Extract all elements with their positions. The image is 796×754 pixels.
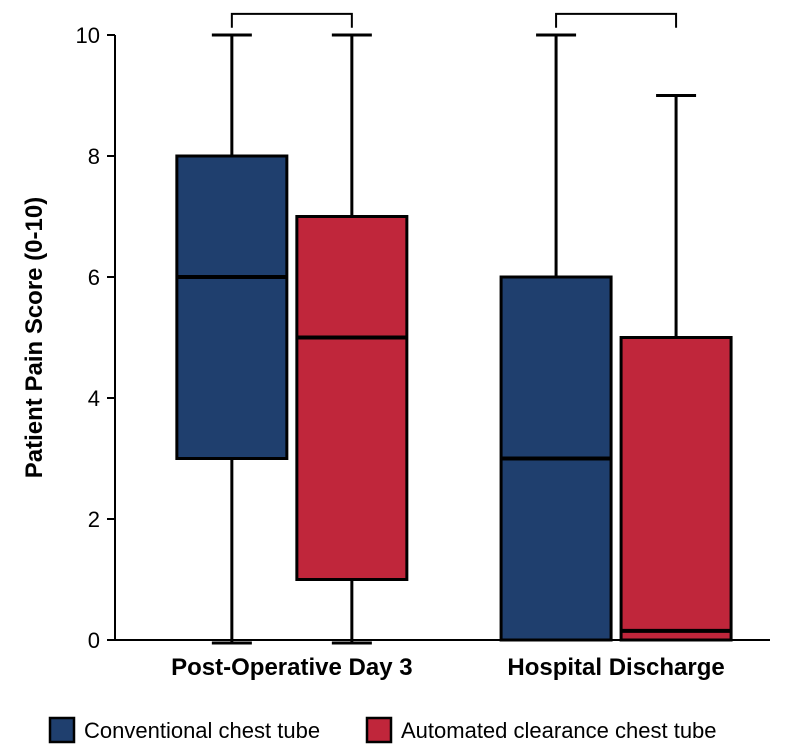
box-1 bbox=[297, 217, 407, 580]
legend-swatch-1 bbox=[367, 718, 391, 742]
y-tick-label: 2 bbox=[88, 507, 100, 532]
y-tick-label: 10 bbox=[76, 23, 100, 48]
x-group-label: Hospital Discharge bbox=[507, 654, 724, 681]
y-tick-label: 4 bbox=[88, 386, 100, 411]
p-value-label: P = .04 bbox=[581, 0, 651, 3]
x-group-label: Post-Operative Day 3 bbox=[171, 654, 412, 681]
legend-label: Automated clearance chest tube bbox=[401, 718, 717, 743]
y-tick-label: 8 bbox=[88, 144, 100, 169]
box-0 bbox=[177, 156, 287, 459]
legend-swatch-0 bbox=[50, 718, 74, 742]
box-3 bbox=[621, 338, 731, 641]
y-tick-label: 6 bbox=[88, 265, 100, 290]
p-value-bracket bbox=[232, 14, 352, 28]
y-axis-title: Patient Pain Score (0-10) bbox=[21, 197, 48, 478]
p-value-bracket bbox=[556, 14, 676, 28]
legend-label: Conventional chest tube bbox=[84, 718, 320, 743]
y-tick-label: 0 bbox=[88, 628, 100, 653]
p-value-label: P = .02 bbox=[257, 0, 327, 3]
